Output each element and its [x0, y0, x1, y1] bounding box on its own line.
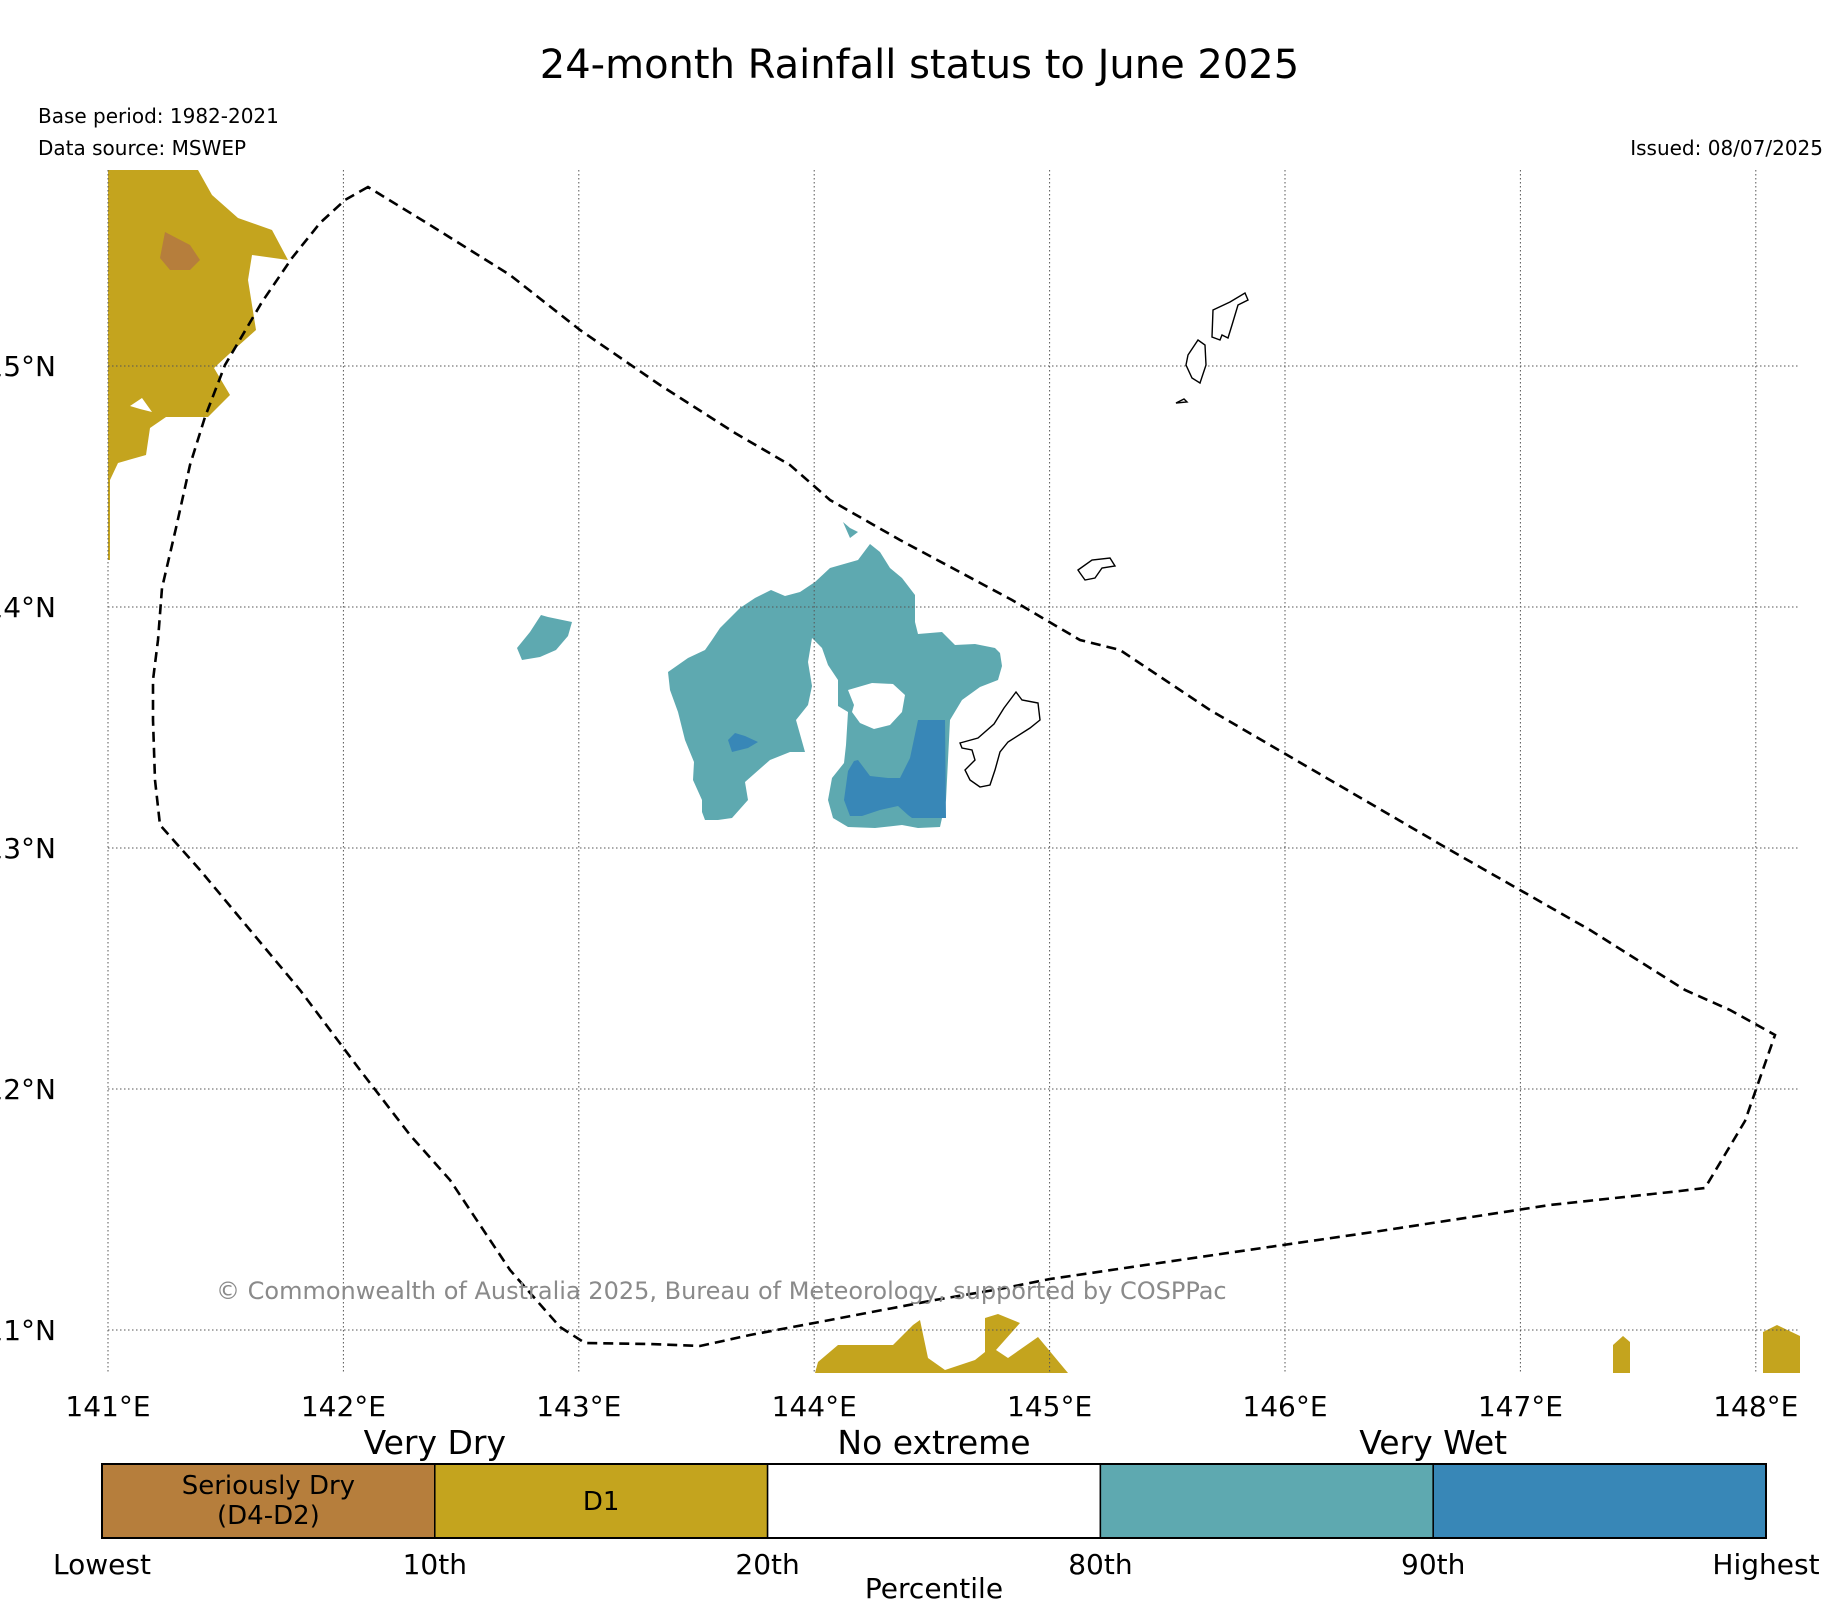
legend-tick-label: Lowest: [53, 1548, 151, 1581]
wet-patch-west: [517, 615, 572, 660]
legend-tick-label: 10th: [403, 1548, 467, 1581]
latitude-labels: 11°N 12°N 13°N 14°N 15°N: [0, 350, 56, 1347]
wet-patch-north: [843, 522, 858, 538]
d1-region-northwest: [108, 170, 288, 560]
lon-tick-label: 146°E: [1242, 1390, 1327, 1423]
island-saipan: [1211, 291, 1249, 341]
d1-region-southeast-2: [1763, 1325, 1800, 1373]
legend-tick-label: Highest: [1712, 1548, 1819, 1581]
very-wet-patch-large: [844, 720, 946, 818]
legend-tick-label: 80th: [1068, 1548, 1132, 1581]
lon-tick-label: 145°E: [1007, 1390, 1092, 1423]
legend-box-label: D1: [583, 1487, 620, 1517]
legend-axis-label: Percentile: [865, 1572, 1003, 1605]
lat-tick-label: 11°N: [0, 1314, 56, 1347]
rainfall-shading: [108, 170, 1800, 1373]
legend-group-label: No extreme: [837, 1423, 1030, 1462]
legend-tick-label: 20th: [735, 1548, 799, 1581]
island-aguijan: [1175, 398, 1189, 404]
legend-box: [1432, 1463, 1767, 1539]
lon-tick-label: 141°E: [65, 1390, 150, 1423]
legend-frame: [101, 1463, 1767, 1539]
legend-group-label: Very Wet: [1359, 1423, 1507, 1462]
d1-region-southeast-1: [1613, 1336, 1630, 1373]
d1-region-south: [815, 1314, 1068, 1373]
map-gridlines: [107, 170, 1800, 1373]
legend: Seriously Dry(D4-D2) D1 Very Dry No extreme…: [53, 1423, 1820, 1605]
lon-tick-label: 144°E: [772, 1390, 857, 1423]
legend-box-label: (D4-D2): [217, 1501, 320, 1531]
base-period: Base period: 1982-2021: [38, 104, 279, 128]
no-extreme-hole: [130, 398, 152, 412]
seriously-dry-patch: [160, 232, 200, 270]
lon-tick-label: 143°E: [536, 1390, 621, 1423]
map-title: 24-month Rainfall status to June 2025: [539, 42, 1300, 88]
island-rota: [1077, 557, 1117, 581]
lat-tick-label: 15°N: [0, 350, 56, 383]
lat-tick-label: 12°N: [0, 1073, 56, 1106]
issued-date: Issued: 08/07/2025: [1630, 136, 1823, 160]
lon-tick-label: 147°E: [1478, 1390, 1563, 1423]
island-outlines: [959, 291, 1249, 788]
data-source: Data source: MSWEP: [38, 136, 247, 160]
lon-tick-label: 142°E: [301, 1390, 386, 1423]
island-tinian: [1185, 339, 1207, 385]
legend-tick-label: 90th: [1401, 1548, 1465, 1581]
legend-box-label: Seriously Dry: [182, 1471, 355, 1501]
legend-box: [766, 1463, 1102, 1539]
very-wet-patch-small: [728, 733, 758, 752]
lat-tick-label: 14°N: [0, 591, 56, 624]
longitude-labels: 141°E 142°E 143°E 144°E 145°E 146°E 147°E 148°E: [65, 1390, 1798, 1423]
lat-tick-label: 13°N: [0, 832, 56, 865]
eez-boundary: [151, 185, 1777, 1348]
copyright-notice: © Commonwealth of Australia 2025, Bureau…: [216, 1277, 1227, 1305]
legend-box: [1099, 1463, 1434, 1539]
lon-tick-label: 148°E: [1713, 1390, 1798, 1423]
legend-box: [101, 1463, 436, 1539]
legend-group-label: Very Dry: [364, 1423, 506, 1462]
wet-region-main: [668, 544, 1002, 828]
island-guam: [959, 690, 1041, 788]
